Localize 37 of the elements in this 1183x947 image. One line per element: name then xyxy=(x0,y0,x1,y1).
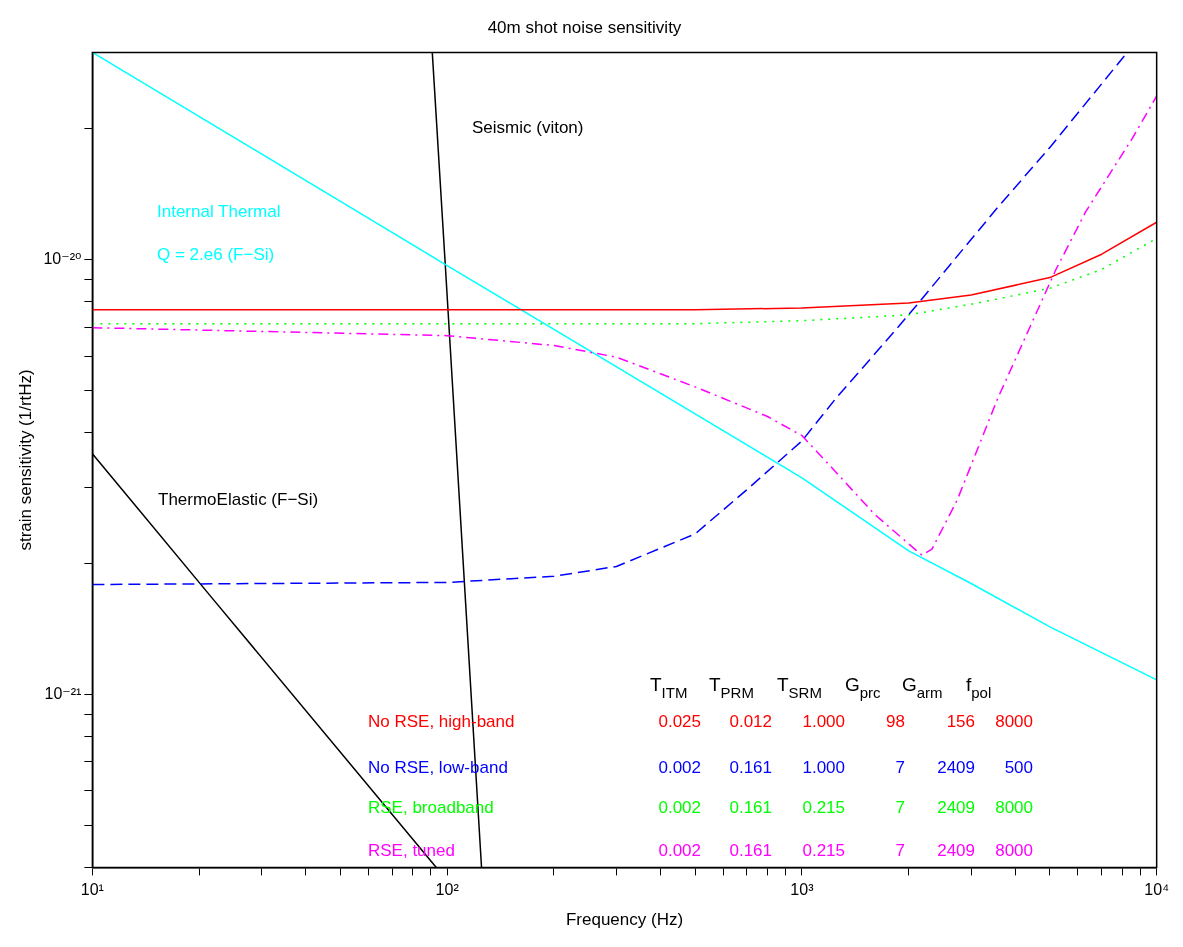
annotation: 0.002 xyxy=(658,797,702,817)
annotation: 2409 xyxy=(937,797,976,817)
y-tick-label: 10⁻²⁰ xyxy=(43,250,82,268)
y-axis-title: strain sensitivity (1/rtHz) xyxy=(15,369,35,551)
series-label: ThermoElastic (F−Si) xyxy=(158,489,319,509)
text: Seismic (viton) xyxy=(472,117,584,137)
annotation: 7 xyxy=(895,840,906,860)
annotation: 0.002 xyxy=(658,757,702,777)
annotation: 0.161 xyxy=(729,840,773,860)
annotation: 0.025 xyxy=(658,711,702,731)
annotation: 2409 xyxy=(937,840,976,860)
annotation: 0.215 xyxy=(802,797,846,817)
annotation: 7 xyxy=(895,797,906,817)
x-tick-label: 10³ xyxy=(790,881,815,899)
annotation: 1.000 xyxy=(802,711,846,731)
x-tick-label: 10¹ xyxy=(80,881,104,899)
annotation: Q = 2.e6 (F−Si) xyxy=(157,244,275,264)
annotation: 2409 xyxy=(937,757,976,777)
chart-title: 40m shot noise sensitivity xyxy=(487,17,682,37)
annotation: 0.161 xyxy=(729,757,773,777)
annotation: 1.000 xyxy=(802,757,846,777)
series-label: Internal Thermal xyxy=(157,201,281,221)
x-tick-label: 10² xyxy=(435,881,460,899)
annotation: 8000 xyxy=(995,711,1034,731)
annotation: 98 xyxy=(886,711,906,731)
x-tick-label: 10⁴ xyxy=(1144,881,1170,899)
annotation: 8000 xyxy=(995,797,1034,817)
annotation: 7 xyxy=(895,757,906,777)
y-tick-label: 10⁻²¹ xyxy=(44,684,82,702)
annotation: 0.012 xyxy=(729,711,773,731)
annotation: 156 xyxy=(946,711,976,731)
annotation: 8000 xyxy=(995,840,1034,860)
annotation: 500 xyxy=(1004,757,1034,777)
annotation: 0.215 xyxy=(802,840,846,860)
annotation: 0.161 xyxy=(729,797,773,817)
x-axis-title: Frequency (Hz) xyxy=(565,910,684,930)
annotation: 0.002 xyxy=(658,840,702,860)
